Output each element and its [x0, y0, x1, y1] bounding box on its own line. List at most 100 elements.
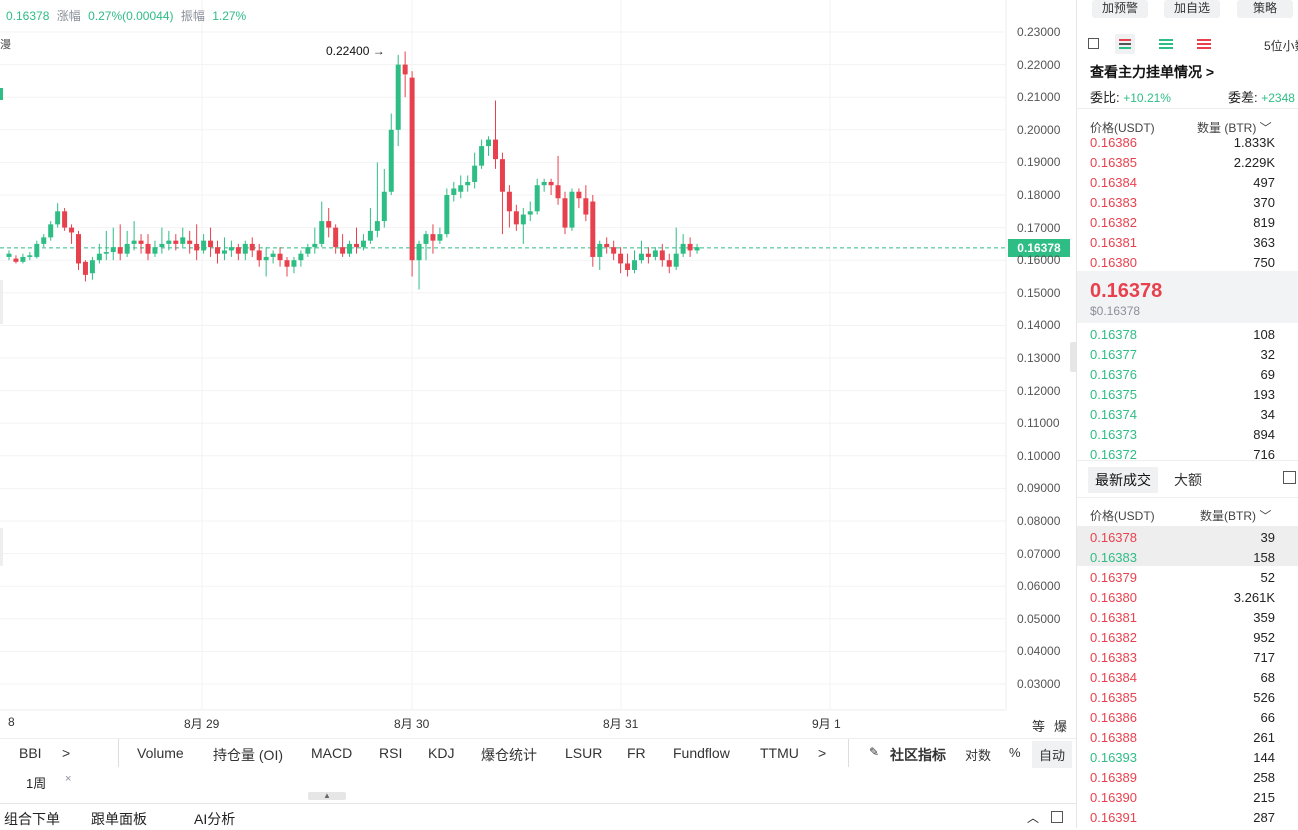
ind-oi[interactable]: 持仓量 (OI)	[213, 747, 283, 763]
trade-row[interactable]: 0.16383 717	[1090, 650, 1290, 670]
add-watchlist-button[interactable]: 加自选	[1164, 0, 1220, 18]
candle-body	[34, 243, 40, 257]
tr-qty-header[interactable]: 数量(BTR) ﹀	[1200, 507, 1271, 524]
trade-row[interactable]: 0.16381 359	[1090, 610, 1290, 630]
ind-bbi[interactable]: BBI	[19, 745, 42, 761]
community-indicators[interactable]: 社区指标	[890, 747, 946, 763]
ask-row[interactable]: 0.16384 497	[1090, 175, 1290, 195]
candle-body	[76, 234, 81, 264]
book-asks-icon[interactable]	[1197, 37, 1211, 51]
x-tick-label: 8月 30	[394, 717, 430, 731]
chevron-up-icon[interactable]: ︿	[1027, 811, 1040, 825]
ob-qty-header[interactable]: 数量 (BTR) ﹀	[1197, 119, 1272, 136]
x-tick-label: 8	[8, 715, 15, 729]
candle-body	[381, 191, 387, 222]
trade-row[interactable]: 0.16384 68	[1090, 670, 1290, 690]
tab-ai-analysis[interactable]: AI分析	[194, 811, 236, 827]
ind-macd[interactable]: MACD	[311, 745, 353, 761]
ask-row[interactable]: 0.16385 2.229K	[1090, 155, 1290, 175]
bid-row[interactable]: 0.16372 716	[1090, 447, 1290, 467]
filter-checkbox[interactable]	[1283, 471, 1296, 484]
bid-row[interactable]: 0.16378 108	[1090, 327, 1290, 347]
trade-row[interactable]: 0.16389 258	[1090, 770, 1290, 790]
trade-qty: 52	[1260, 570, 1275, 585]
trade-row[interactable]: 0.16383 158	[1090, 550, 1290, 570]
bid-row[interactable]: 0.16377 32	[1090, 347, 1290, 367]
candle	[597, 240, 603, 270]
tab-latest-trades[interactable]: 最新成交	[1088, 467, 1158, 493]
bid-row[interactable]: 0.16374 34	[1090, 407, 1290, 427]
candle-body	[541, 181, 547, 186]
view-main-orders-link[interactable]: 查看主力挂单情况 >	[1090, 64, 1215, 80]
ind-fr[interactable]: FR	[627, 745, 646, 761]
drag-handle-icon[interactable]: ▲	[308, 792, 346, 800]
timeframe-tag[interactable]: 1周	[26, 776, 47, 791]
tab-large-trades[interactable]: 大额	[1174, 472, 1202, 488]
expand-icon[interactable]	[1051, 811, 1063, 823]
candle	[416, 240, 422, 290]
auto-scale-toggle[interactable]: 自动	[1032, 741, 1073, 768]
ind-lsur[interactable]: LSUR	[565, 745, 603, 761]
mid-price: 0.16378	[1090, 280, 1163, 302]
ind-ttmu[interactable]: TTMU	[760, 745, 799, 761]
ask-row[interactable]: 0.16382 819	[1090, 215, 1290, 235]
bid-row[interactable]: 0.16375 193	[1090, 387, 1290, 407]
candle-body	[173, 240, 179, 244]
axis-icon-equal[interactable]: 等	[1032, 719, 1046, 734]
candle	[437, 227, 443, 244]
candle	[611, 240, 617, 261]
candle	[680, 234, 686, 257]
candle	[465, 175, 471, 192]
ind-kdj[interactable]: KDJ	[428, 745, 455, 761]
trade-row[interactable]: 0.16388 261	[1090, 730, 1290, 750]
trade-row[interactable]: 0.16393 144	[1090, 750, 1290, 770]
ind-volume[interactable]: Volume	[137, 745, 184, 761]
candle	[270, 250, 276, 264]
tab-follow-panel[interactable]: 跟单面板	[91, 811, 147, 827]
trade-row[interactable]: 0.16391 287	[1090, 810, 1290, 830]
left-edge-scroll-2[interactable]	[0, 528, 3, 566]
chart-area[interactable]: 0.16378 涨幅 0.27%(0.00044) 振幅 1.27% 漫 0.2…	[0, 0, 1078, 740]
candle	[221, 237, 227, 261]
ind-fundflow[interactable]: Fundflow	[673, 745, 730, 761]
bid-row[interactable]: 0.16373 894	[1090, 427, 1290, 447]
panel-collapse-handle[interactable]	[1070, 342, 1078, 372]
percent-scale-toggle[interactable]: %	[1009, 745, 1021, 760]
ind-more-left[interactable]: >	[62, 745, 71, 761]
close-icon[interactable]: ×	[65, 773, 72, 785]
add-alert-button[interactable]: 加预警	[1092, 0, 1148, 18]
bid-row[interactable]: 0.16376 69	[1090, 367, 1290, 387]
candle-body	[124, 243, 130, 254]
candle-body	[423, 234, 429, 244]
diff-value: +2348	[1261, 91, 1295, 105]
ind-rsi[interactable]: RSI	[379, 745, 403, 761]
edit-icon[interactable]: ✎	[869, 745, 880, 759]
trade-row[interactable]: 0.16379 52	[1090, 570, 1290, 590]
trade-row[interactable]: 0.16382 952	[1090, 630, 1290, 650]
trade-row[interactable]: 0.16385 526	[1090, 690, 1290, 710]
trade-row[interactable]: 0.16380 3.261K	[1090, 590, 1290, 610]
log-scale-toggle[interactable]: 对数	[965, 748, 992, 763]
book-bids-icon[interactable]	[1159, 37, 1173, 51]
left-edge-scroll[interactable]	[0, 280, 3, 324]
ask-row[interactable]: 0.16383 370	[1090, 195, 1290, 215]
tab-combo-order[interactable]: 组合下单	[4, 811, 60, 827]
book-both-icon[interactable]	[1088, 38, 1099, 49]
precision-select[interactable]: 5位小数	[1264, 39, 1298, 53]
strategy-button[interactable]: 策略	[1237, 0, 1293, 18]
trade-row[interactable]: 0.16390 215	[1090, 790, 1290, 810]
candle	[13, 255, 19, 264]
candlestick-chart[interactable]	[0, 0, 1076, 740]
trade-row[interactable]: 0.16386 66	[1090, 710, 1290, 730]
ind-liq-stats[interactable]: 爆仓统计	[481, 747, 537, 763]
axis-icon-liq[interactable]: 爆	[1054, 719, 1068, 734]
book-default-icon[interactable]	[1115, 34, 1135, 54]
ask-row[interactable]: 0.16386 1.833K	[1090, 135, 1290, 155]
ind-more-right[interactable]: >	[818, 745, 827, 761]
ask-row[interactable]: 0.16380 750	[1090, 255, 1290, 275]
candle	[548, 178, 554, 195]
candle-body	[312, 243, 318, 248]
candle-body	[444, 195, 450, 235]
ask-row[interactable]: 0.16381 363	[1090, 235, 1290, 255]
trade-row[interactable]: 0.16378 39	[1090, 530, 1290, 550]
